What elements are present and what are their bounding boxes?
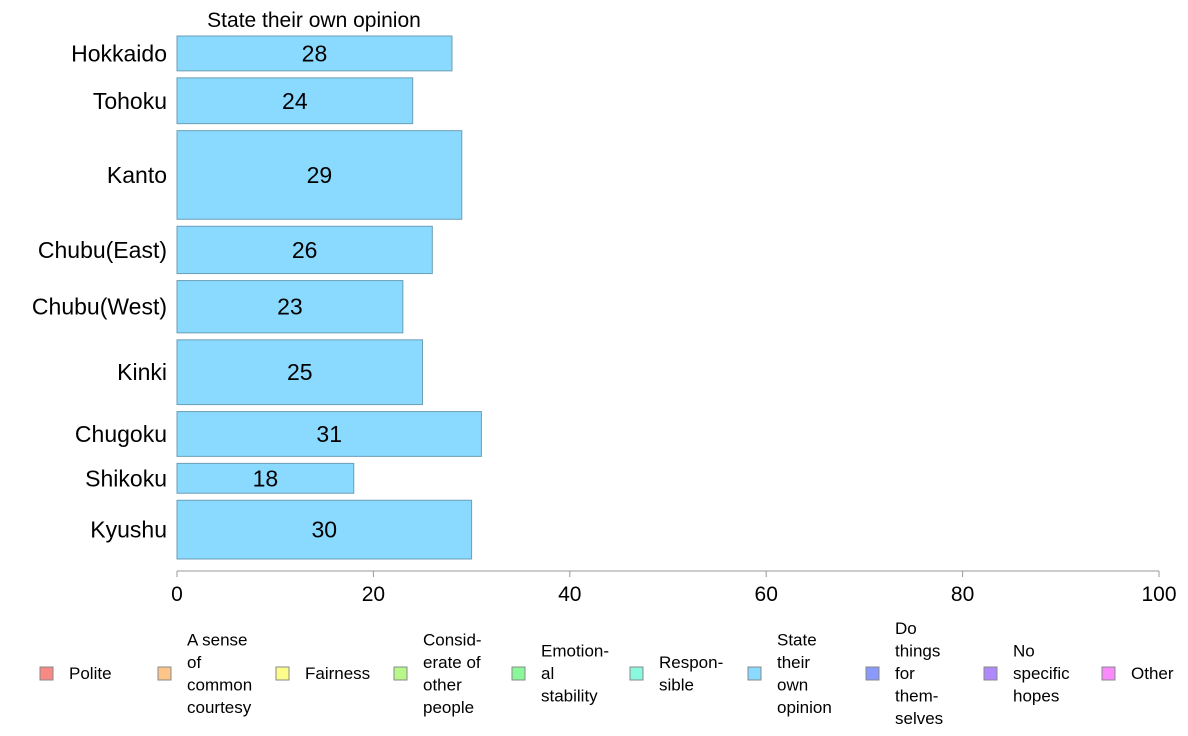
legend-swatch-do-things-for-them-selves [865, 666, 880, 681]
bar-kyushu [176, 499, 473, 560]
bar-tohoku [176, 77, 414, 125]
legend-swatch-emotion-al-stability [511, 666, 526, 681]
data-label-shikoku: 18 [253, 465, 279, 491]
legend-swatch-other [1101, 666, 1116, 681]
bar-shikoku [176, 462, 355, 494]
x-tick-label-40: 40 [558, 583, 581, 606]
x-tick-label-100: 100 [1141, 583, 1176, 606]
legend-label-no-specific-hopes: No specific hopes [1013, 642, 1070, 706]
legend-swatch-polite [39, 666, 54, 681]
chart-title: State their own opinion [207, 9, 421, 32]
x-tick-label-20: 20 [362, 583, 385, 606]
category-label-hokkaido: Hokkaido [71, 40, 167, 66]
legend-label-consid-erate-of-other-people: Consid-erate of other people [423, 630, 482, 717]
legend-label-state-their-own-opinion: State their own opinion [777, 630, 832, 717]
bar-chubu-west [176, 280, 404, 334]
bar-kanto [176, 130, 463, 220]
legend-swatch-no-specific-hopes [983, 666, 998, 681]
category-label-chugoku: Chugoku [75, 421, 167, 447]
legend-label-fairness: Fairness [305, 664, 370, 683]
data-label-kinki: 25 [287, 359, 313, 385]
category-label-shikoku: Shikoku [85, 465, 167, 491]
category-label-tohoku: Tohoku [93, 88, 167, 114]
legend-swatch-respon-sible [629, 666, 644, 681]
x-tick-label-80: 80 [951, 583, 974, 606]
bar-chubu-east [176, 225, 433, 275]
legend-swatch-state-their-own-opinion [747, 666, 762, 681]
legend-label-do-things-for-them-selves: Do things for them-selves [895, 619, 943, 728]
data-label-chugoku: 31 [316, 421, 342, 447]
category-label-kyushu: Kyushu [90, 517, 167, 543]
category-label-chubu-east: Chubu(East) [38, 237, 167, 263]
data-label-hokkaido: 28 [302, 40, 328, 66]
bar-chugoku [176, 411, 482, 457]
legend-swatch-fairness [275, 666, 290, 681]
legend-swatch-a-sense-of-common-courtesy [157, 666, 172, 681]
category-label-kanto: Kanto [107, 162, 167, 188]
bar-kinki [176, 339, 423, 406]
data-label-chubu-west: 23 [277, 294, 303, 320]
data-label-tohoku: 24 [282, 88, 308, 114]
x-axis: 0 20 40 60 80 100 [171, 570, 1177, 606]
legend-label-emotion-al-stability: Emotion-al stability [541, 642, 609, 706]
bar-hokkaido [176, 35, 453, 72]
category-label-kinki: Kinki [117, 359, 167, 385]
data-label-kanto: 29 [307, 162, 333, 188]
data-label-chubu-east: 26 [292, 237, 318, 263]
legend-label-other: Other [1131, 664, 1174, 683]
category-label-chubu-west: Chubu(West) [32, 294, 167, 320]
legend-label-respon-sible: Respon-sible [659, 653, 723, 695]
legend-label-polite: Polite [69, 664, 112, 683]
legend-swatch-consid-erate-of-other-people [393, 666, 408, 681]
x-tick-label-0: 0 [171, 583, 183, 606]
legend: Polite A sense of common courtesy Fairness Con… [39, 619, 1174, 728]
x-tick-label-60: 60 [755, 583, 778, 606]
bars-group: Hokkaido 28 Tohoku 24 Kanto 29 Chubu(East) 26 Ch… [32, 35, 482, 560]
legend-label-a-sense-of-common-courtesy: A sense of common courtesy [187, 630, 252, 717]
data-label-kyushu: 30 [312, 517, 338, 543]
